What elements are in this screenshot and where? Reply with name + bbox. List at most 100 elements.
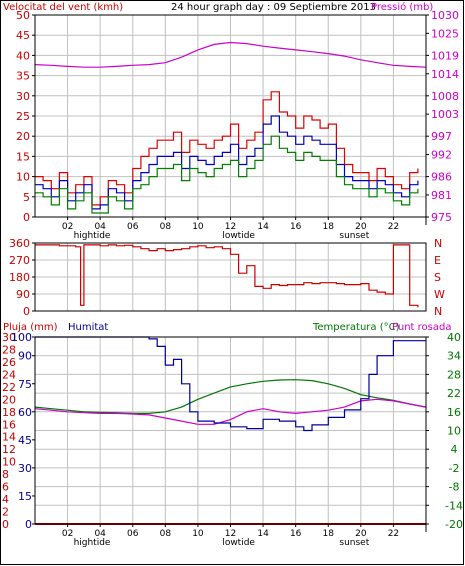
temperature-axis-title: Temperatura (°C) — [312, 322, 400, 333]
humidity-panel-axes: 0246810121416182022242628300153045607590… — [2, 331, 463, 548]
chart-title: 24 hour graph day : 09 Septiembre 2013 — [171, 2, 376, 13]
series-line-average — [35, 115, 419, 210]
x-tick-label: 20 — [355, 529, 367, 539]
series-line-gust — [35, 91, 419, 206]
x-marker-label: hightide — [74, 538, 111, 548]
y-right-tick-label: 981 — [431, 189, 452, 202]
rain-tick-label: 0 — [2, 518, 9, 531]
rain-tick-label: 14 — [2, 431, 16, 444]
humidity-tick-label: 0 — [25, 518, 32, 531]
x-tick-label: 08 — [160, 529, 172, 539]
y-left-tick-label: 20 — [16, 130, 30, 143]
temperature-tick-label: -14 — [445, 499, 463, 512]
x-tick-label: 12 — [225, 222, 236, 232]
temperature-tick-label: -8 — [449, 481, 460, 494]
x-tick-label: 16 — [290, 529, 302, 539]
rain-tick-label: 30 — [2, 331, 16, 344]
humidity-tick-label: 75 — [18, 378, 32, 391]
y-right-tick-label: 1003 — [431, 108, 459, 121]
humidity-tick-label: 15 — [18, 490, 32, 503]
x-tick-label: 14 — [257, 529, 269, 539]
x-tick-label: 02 — [62, 222, 73, 232]
y-left-tick-label: 45 — [16, 29, 30, 42]
wind-panel-axes: 0 5 10 15 20 25 30 35 40 45 50 975 981 986 992 997 1003 1… — [16, 9, 459, 241]
temperature-tick-label: 4 — [451, 443, 458, 456]
x-tick-label: 12 — [225, 529, 236, 539]
x-marker-label: sunset — [339, 538, 369, 548]
y-right-tick-label: W — [434, 288, 445, 301]
x-tick-label: 10 — [192, 222, 204, 232]
y-left-tick-label: 90 — [16, 288, 30, 301]
y-left-tick-label: 15 — [16, 150, 30, 163]
y-right-tick-label: 1025 — [431, 27, 459, 40]
y-right-tick-label: N — [434, 237, 442, 250]
humidity-tick-label: 30 — [18, 462, 32, 475]
x-tick-label: 08 — [160, 222, 172, 232]
humidity-tick-label: 45 — [18, 434, 32, 447]
y-right-tick-label: S — [434, 271, 441, 284]
x-tick-label: 10 — [192, 529, 204, 539]
y-right-tick-label: 1014 — [431, 68, 459, 81]
temperature-tick-label: -2 — [449, 462, 460, 475]
x-tick-label: 20 — [355, 222, 367, 232]
x-tick-label: 04 — [94, 222, 106, 232]
wind-speed-axis-title: Velocitat del vent (kmh) — [3, 2, 123, 13]
temperature-tick-label: -20 — [445, 518, 463, 531]
rain-tick-label: 20 — [2, 393, 16, 406]
rain-tick-label: 2 — [2, 506, 9, 519]
temperature-tick-label: 40 — [447, 331, 461, 344]
x-tick-label: 22 — [388, 529, 399, 539]
temperature-tick-label: 34 — [447, 350, 461, 363]
x-marker-label: lowtide — [222, 538, 255, 548]
y-right-tick-label: 1019 — [431, 49, 459, 62]
x-marker-label: sunset — [339, 231, 369, 241]
rain-tick-label: 10 — [2, 456, 16, 469]
y-left-tick-label: 30 — [16, 90, 30, 103]
y-right-tick-label: 997 — [431, 130, 452, 143]
series-line-temperature — [34, 379, 427, 414]
x-tick-label: 02 — [62, 529, 73, 539]
rain-tick-label: 12 — [2, 443, 16, 456]
x-tick-label: 14 — [257, 222, 269, 232]
x-tick-label: 22 — [388, 222, 399, 232]
wind-panel-series — [34, 41, 427, 214]
y-left-tick-label: 25 — [16, 110, 30, 123]
y-left-tick-label: 10 — [16, 171, 30, 184]
y-left-tick-label: 5 — [23, 191, 30, 204]
y-left-tick-label: 180 — [9, 271, 30, 284]
humidity-tick-label: 100 — [11, 331, 32, 344]
y-right-tick-label: 1030 — [431, 9, 459, 22]
rain-tick-label: 28 — [2, 343, 16, 356]
dewpoint-axis-title: Punt rosada — [392, 322, 451, 333]
x-tick-label: 06 — [127, 222, 139, 232]
y-right-tick-label: 975 — [431, 211, 452, 224]
series-line-humidity — [35, 336, 426, 432]
y-left-tick-label: 360 — [9, 237, 30, 250]
x-tick-label: 18 — [323, 529, 335, 539]
temperature-tick-label: 28 — [447, 368, 461, 381]
rain-tick-label: 24 — [2, 368, 16, 381]
rain-tick-label: 6 — [2, 481, 9, 494]
series-line-direction — [35, 244, 419, 308]
rain-tick-label: 22 — [2, 381, 16, 394]
rain-tick-label: 18 — [2, 406, 16, 419]
y-left-tick-label: 35 — [16, 70, 30, 83]
temperature-tick-label: 16 — [447, 406, 461, 419]
x-tick-label: 06 — [127, 529, 139, 539]
rain-tick-label: 4 — [2, 493, 9, 506]
y-left-tick-label: 0 — [23, 211, 30, 224]
y-left-tick-label: 0 — [23, 305, 30, 318]
x-marker-label: lowtide — [222, 231, 255, 241]
temperature-tick-label: 22 — [447, 387, 461, 400]
temperature-tick-label: 10 — [447, 425, 461, 438]
y-right-tick-label: 986 — [431, 171, 452, 184]
y-left-tick-label: 40 — [16, 49, 30, 62]
x-tick-label: 16 — [290, 222, 302, 232]
x-tick-label: 04 — [94, 529, 106, 539]
y-right-tick-label: N — [434, 305, 442, 318]
series-line-pressure — [34, 41, 427, 68]
rain-tick-label: 16 — [2, 418, 16, 431]
